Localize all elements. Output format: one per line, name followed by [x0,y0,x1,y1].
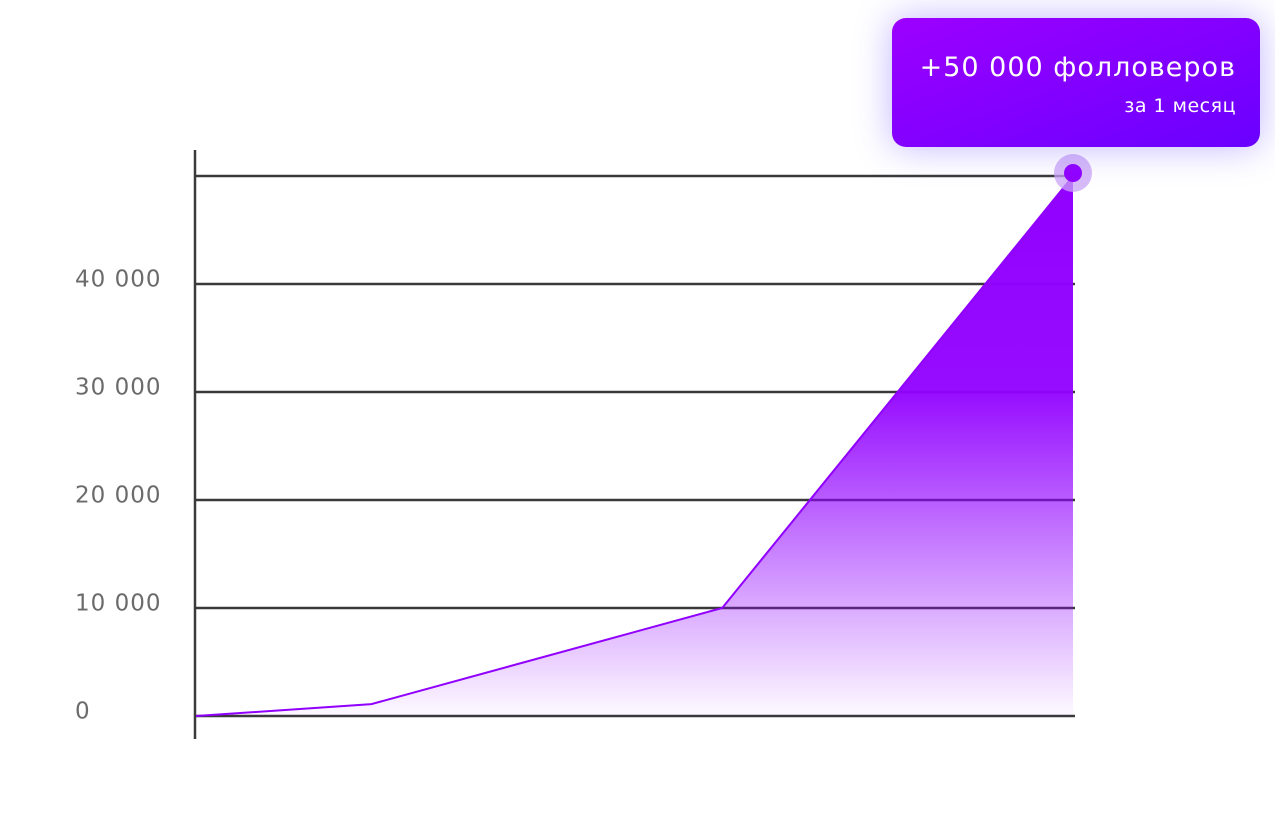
y-tick-label: 20 000 [75,483,161,509]
point [1064,164,1082,182]
y-tick-label: 0 [75,699,91,725]
y-tick-label: 40 000 [75,267,161,293]
annotation-box: +50 000 фолловеров за 1 месяц [892,18,1260,147]
y-tick-label: 10 000 [75,591,161,617]
annotation-title: +50 000 фолловеров [919,52,1236,83]
area [196,176,1073,716]
line [195,175,1074,717]
annotation-subtitle: за 1 месяц [1124,95,1236,117]
y-tick-label: 30 000 [75,375,161,401]
